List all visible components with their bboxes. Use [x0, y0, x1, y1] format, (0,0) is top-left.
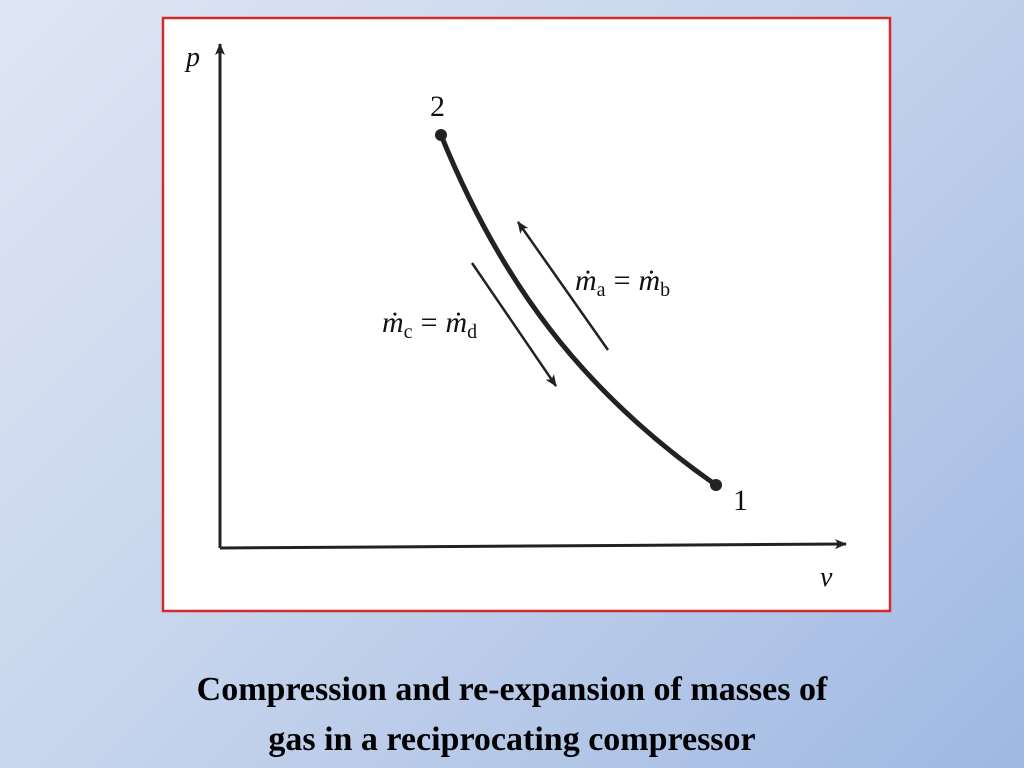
caption-line: gas in a reciprocating compressor: [268, 721, 755, 758]
figure-frame: [161, 16, 892, 613]
flow-arrow: [470, 262, 558, 387]
x-axis: [219, 539, 847, 550]
state-point: [710, 479, 722, 491]
state-point: [435, 129, 447, 141]
y-axis-label: p: [184, 42, 200, 73]
flow-arrow: [516, 221, 610, 351]
equation: ṁa = ṁb: [575, 264, 670, 301]
point-label: 1: [733, 484, 748, 517]
x-axis-label: v: [820, 562, 833, 593]
point-label: 2: [430, 90, 445, 123]
caption-line: Compression and re-expansion of masses o…: [197, 671, 828, 708]
process-curve: [438, 134, 718, 488]
equation: ṁc = ṁd: [382, 306, 477, 343]
